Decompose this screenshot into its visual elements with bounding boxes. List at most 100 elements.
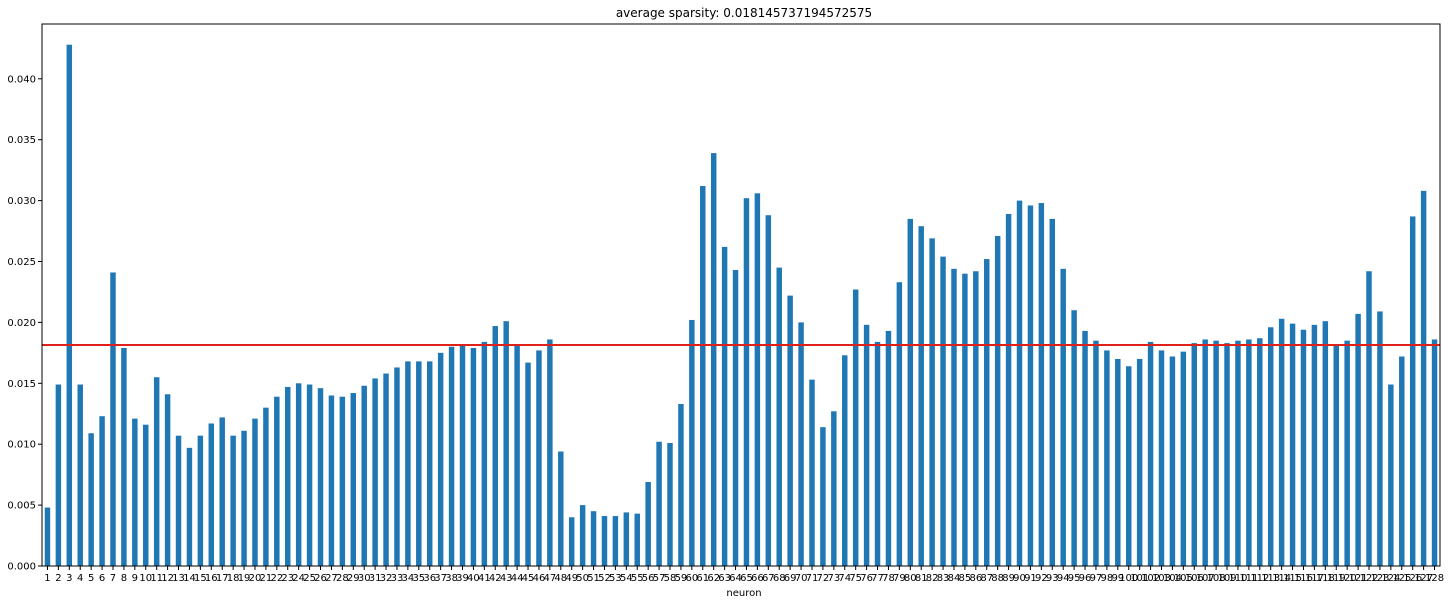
- x-tick-label: 3: [66, 573, 72, 584]
- bar: [1322, 321, 1329, 566]
- bar: [110, 272, 116, 566]
- x-tick-label: 77: [871, 573, 884, 584]
- bar: [470, 347, 477, 566]
- bar: [568, 517, 575, 566]
- x-tick-label: 120: [1338, 573, 1357, 584]
- x-tick-label: 104: [1163, 573, 1182, 584]
- bar: [1115, 358, 1121, 566]
- bar: [1267, 327, 1274, 566]
- x-tick-label: 114: [1272, 573, 1291, 584]
- x-tick-label: 72: [817, 573, 830, 584]
- bar: [1038, 203, 1045, 566]
- x-tick-label: 67: [762, 573, 775, 584]
- bar: [241, 430, 247, 566]
- bar: [842, 355, 848, 566]
- x-tick-label: 105: [1174, 573, 1193, 584]
- x-tick-label: 22: [270, 573, 283, 584]
- bar: [1257, 338, 1263, 566]
- x-tick-label: 113: [1261, 573, 1280, 584]
- x-tick-label: 96: [1079, 573, 1092, 584]
- bar: [558, 451, 564, 566]
- bar: [1005, 214, 1012, 566]
- x-tick-label: 48: [554, 573, 567, 584]
- bar: [732, 270, 739, 566]
- x-tick-label: 106: [1185, 573, 1204, 584]
- bar: [710, 153, 717, 566]
- x-tick-label: 126: [1403, 573, 1422, 584]
- x-tick-label: 125: [1392, 573, 1411, 584]
- x-tick-label: 60: [685, 573, 698, 584]
- x-tick-label: 47: [544, 573, 557, 584]
- x-tick-label: 7: [110, 573, 116, 584]
- x-tick-label: 58: [664, 573, 677, 584]
- x-tick-label: 122: [1359, 573, 1378, 584]
- x-tick-label: 40: [467, 573, 480, 584]
- x-tick-label: 34: [402, 573, 415, 584]
- x-tick-label: 37: [434, 573, 447, 584]
- bar: [459, 345, 466, 566]
- x-tick-label: 36: [423, 573, 436, 584]
- bar: [689, 319, 695, 566]
- bar: [656, 441, 662, 566]
- x-tick-label: 29: [347, 573, 360, 584]
- x-tick-label: 44: [511, 573, 524, 584]
- bar: [1246, 339, 1252, 566]
- bar: [1049, 218, 1056, 566]
- x-tick-label: 1: [44, 573, 50, 584]
- bar: [295, 383, 302, 566]
- x-tick-label: 64: [729, 573, 742, 584]
- bar: [1093, 340, 1099, 566]
- x-tick-label: 24: [292, 573, 305, 584]
- bar: [339, 396, 346, 566]
- x-tick-label: 121: [1349, 573, 1368, 584]
- x-tick-label: 100: [1119, 573, 1138, 584]
- bar: [623, 512, 630, 566]
- bar: [317, 388, 324, 566]
- bar: [230, 435, 236, 566]
- x-tick-label: 15: [194, 573, 207, 584]
- x-tick-label: 124: [1381, 573, 1400, 584]
- x-tick-label: 32: [380, 573, 393, 584]
- bar: [437, 352, 444, 566]
- bar: [1300, 329, 1307, 566]
- x-tick-label: 52: [598, 573, 611, 584]
- x-tick-label: 69: [784, 573, 797, 584]
- bar: [252, 418, 258, 566]
- x-tick-label: 85: [959, 573, 972, 584]
- bar: [579, 505, 586, 566]
- bar: [481, 341, 488, 566]
- x-tick-label: 8: [121, 573, 127, 584]
- bar: [1420, 190, 1427, 566]
- x-tick-label: 71: [806, 573, 819, 584]
- bar: [743, 198, 750, 567]
- x-tick-label: 87: [980, 573, 993, 584]
- bar: [885, 330, 892, 566]
- x-tick-label: 54: [620, 573, 633, 584]
- bar: [1125, 366, 1132, 566]
- bar: [547, 339, 553, 566]
- x-tick-label: 19: [238, 573, 251, 584]
- bar: [1311, 324, 1318, 566]
- bar: [197, 435, 204, 566]
- x-tick-label: 127: [1414, 573, 1433, 584]
- bar: [601, 516, 608, 566]
- bar: [1377, 311, 1383, 566]
- bar: [754, 193, 761, 566]
- bar: [994, 235, 1001, 566]
- x-tick-label: 21: [260, 573, 273, 584]
- x-tick-label: 9: [132, 573, 138, 584]
- bar: [1016, 200, 1023, 566]
- x-tick-label: 57: [653, 573, 666, 584]
- bar: [208, 423, 215, 566]
- bar: [590, 511, 597, 566]
- bar: [1235, 340, 1241, 566]
- x-tick-label: 31: [369, 573, 382, 584]
- x-tick-label: 26: [314, 573, 327, 584]
- x-tick-label: 98: [1101, 573, 1114, 584]
- x-tick-label: 62: [707, 573, 720, 584]
- bar: [77, 384, 83, 566]
- x-tick-label: 78: [882, 573, 895, 584]
- bar: [306, 384, 313, 566]
- bar: [645, 481, 651, 566]
